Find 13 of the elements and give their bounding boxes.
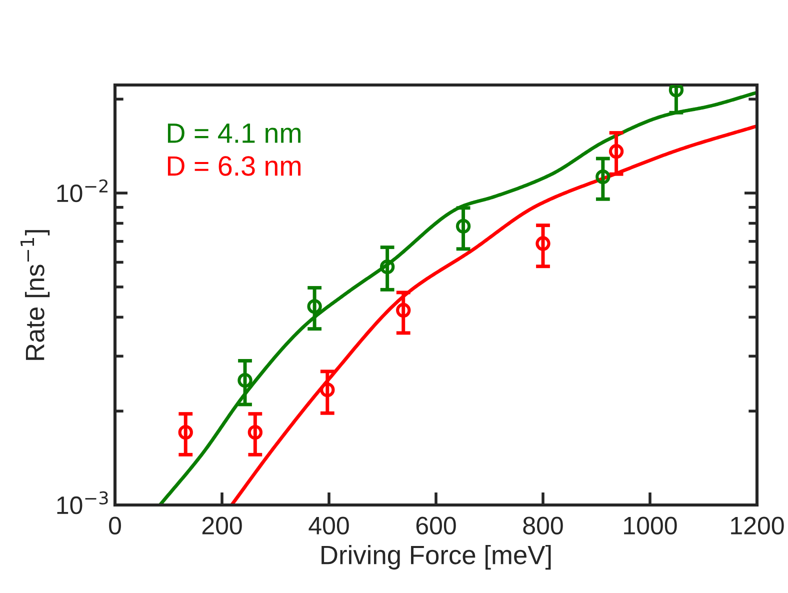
- y-tick-label: 10$^{−3}$: [57, 491, 108, 514]
- x-tick-label: 1200: [731, 516, 784, 534]
- x-tick-label: 0: [109, 516, 121, 534]
- x-tick-label: 400: [308, 516, 349, 534]
- text: D = 4.1 nm: [168, 124, 300, 143]
- x-tick-label: 1000: [624, 516, 677, 534]
- text: D = 6.3 nm: [168, 156, 300, 176]
- x-tick-label: 800: [523, 516, 563, 534]
- x-axis-title: Driving Force [meV]: [322, 544, 551, 570]
- x-tick-label: 200: [202, 516, 242, 534]
- x-tick-label: 600: [416, 516, 456, 534]
- y-axis-title: Rate [ns$^{−1}$]: [20, 230, 50, 360]
- y-tick-label: 10$^{−2}$: [57, 179, 108, 202]
